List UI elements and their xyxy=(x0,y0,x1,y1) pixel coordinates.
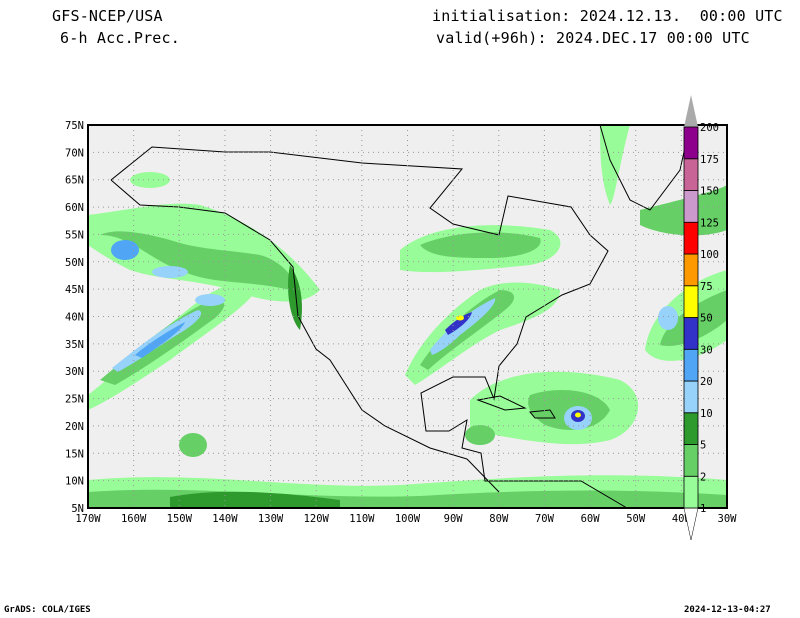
colorbar-level-label: 20 xyxy=(700,376,713,388)
lat-tick-label: 45N xyxy=(65,284,84,296)
precip-area-tropics-heavy xyxy=(170,491,340,508)
model-title: GFS-NCEP/USA xyxy=(52,7,163,25)
colorbar-swatch xyxy=(683,475,699,509)
lon-tick-label: 60W xyxy=(581,513,601,525)
precip-area-greatlakes-mid xyxy=(420,290,515,370)
field-title: 6-h Acc.Prec. xyxy=(60,29,180,47)
lon-tick-label: 30W xyxy=(718,513,738,525)
lat-tick-label: 20N xyxy=(65,421,84,433)
precip-area-canada-mid xyxy=(420,232,541,258)
longitude-labels: 170W 160W 150W 140W 130W 120W 110W 100W 90W 80W 70… xyxy=(75,513,737,525)
lon-tick-label: 170W xyxy=(75,513,101,525)
lat-tick-label: 5N xyxy=(71,503,84,515)
colorbar-level-label: 5 xyxy=(700,440,706,452)
precip-area-atlantic-light xyxy=(658,306,678,330)
colorbar-level-label: 50 xyxy=(700,313,713,325)
lon-tick-label: 90W xyxy=(444,513,464,525)
lat-tick-label: 70N xyxy=(65,147,84,159)
precip-area-greenland-south xyxy=(640,185,727,236)
precip-area-nepacific-rain xyxy=(111,240,139,260)
colorbar-swatch xyxy=(683,253,699,287)
colorbar-swatch xyxy=(683,190,699,223)
colorbar-level-label: 30 xyxy=(700,344,713,356)
precip-area-baffin xyxy=(600,125,630,205)
colorbar-swatch xyxy=(683,444,699,477)
init-time: initialisation: 2024.12.13. 00:00 UTC xyxy=(432,7,783,25)
colorbar-level-label: 1 xyxy=(700,503,706,515)
colorbar-level-label: 150 xyxy=(700,186,719,198)
lon-tick-label: 70W xyxy=(535,513,555,525)
coastline-greenland xyxy=(599,125,691,211)
colorbar-swatch xyxy=(683,380,699,414)
precip-area-westcoast xyxy=(288,265,302,330)
precip-area-nepacific-light xyxy=(152,266,188,278)
lat-tick-label: 60N xyxy=(65,202,84,214)
precip-area-alaska xyxy=(130,172,170,188)
precip-area-greatlakes xyxy=(405,282,560,385)
valid-time: valid(+96h): 2024.DEC.17 00:00 UTC xyxy=(436,29,750,47)
colorbar-level-label: 125 xyxy=(700,217,719,229)
colorbar-swatch xyxy=(683,317,699,350)
lon-tick-label: 120W xyxy=(304,513,330,525)
lat-tick-label: 40N xyxy=(65,312,84,324)
colorbar-swatch xyxy=(683,348,699,382)
coastline-cuba xyxy=(476,395,527,411)
colorbar-over-arrow xyxy=(684,95,698,127)
colorbar-level-label: 10 xyxy=(700,408,713,420)
latitude-labels: 5N 10N 15N 20N 25N 30N 35N 40N 45N 50N 55N 60N 65N 70… xyxy=(65,120,84,515)
lat-tick-label: 35N xyxy=(65,339,84,351)
lon-tick-label: 160W xyxy=(121,513,147,525)
colorbar-swatch xyxy=(683,126,699,160)
footer-credit: GrADS: COLA/IGES xyxy=(4,605,91,615)
colorbar-level-label: 200 xyxy=(700,122,719,134)
lon-tick-label: 140W xyxy=(212,513,238,525)
colorbar-swatch xyxy=(683,285,699,318)
precip-area-nepacific-mid xyxy=(100,231,293,290)
precip-area-nepacific-light-2 xyxy=(195,294,225,306)
colorbar-level-label: 175 xyxy=(700,154,719,166)
lon-tick-label: 130W xyxy=(258,513,284,525)
colorbar-swatch xyxy=(683,412,699,445)
lat-tick-label: 65N xyxy=(65,175,84,187)
lon-tick-label: 150W xyxy=(167,513,193,525)
lon-tick-label: 110W xyxy=(349,513,375,525)
coastline-hispaniola xyxy=(529,409,556,419)
precip-area-centralamerica xyxy=(465,425,495,445)
lat-tick-label: 10N xyxy=(65,476,84,488)
lon-tick-label: 80W xyxy=(489,513,509,525)
map-frame xyxy=(87,124,728,509)
precip-area-greatlakes-light xyxy=(430,298,496,355)
lat-tick-label: 55N xyxy=(65,229,84,241)
lon-tick-label: 50W xyxy=(626,513,646,525)
footer-timestamp: 2024-12-13-04:27 xyxy=(684,605,771,615)
lat-tick-label: 15N xyxy=(65,448,84,460)
colorbar-level-label: 100 xyxy=(700,249,719,261)
precip-area-caribbean-max xyxy=(575,412,581,418)
precip-area-pacific-rain xyxy=(135,322,185,358)
precip-area-greatlakes-max xyxy=(456,315,464,321)
lat-tick-label: 30N xyxy=(65,366,84,378)
colorbar-swatch xyxy=(683,221,699,255)
lat-tick-label: 50N xyxy=(65,257,84,269)
colorbar-level-label: 75 xyxy=(700,281,713,293)
precip-area-greatlakes-heavy xyxy=(445,312,472,335)
lon-tick-label: 100W xyxy=(395,513,421,525)
colorbar-swatch xyxy=(683,158,699,191)
lat-tick-label: 75N xyxy=(65,120,84,132)
precip-area-hawaii xyxy=(179,433,207,457)
lat-tick-label: 25N xyxy=(65,394,84,406)
colorbar-level-label: 2 xyxy=(700,471,706,483)
